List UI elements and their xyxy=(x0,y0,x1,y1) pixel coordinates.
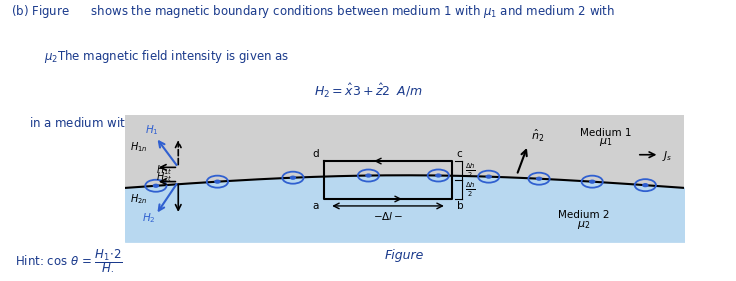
Text: Medium 1: Medium 1 xyxy=(581,128,632,138)
Text: Hint: cos $\theta$ = $\dfrac{H_1{\cdot}2}{H_{\cdot}}$: Hint: cos $\theta$ = $\dfrac{H_1{\cdot}2… xyxy=(15,248,122,273)
Text: $H_{2t}$: $H_{2t}$ xyxy=(156,170,172,184)
Text: (b) Figure      shows the magnetic boundary conditions between medium 1 with $\m: (b) Figure shows the magnetic boundary c… xyxy=(11,3,615,19)
Text: $\mu_1$: $\mu_1$ xyxy=(599,136,613,148)
Circle shape xyxy=(153,184,158,187)
Text: $H_2$: $H_2$ xyxy=(142,211,155,225)
Text: $\mu_2$The magnetic field intensity is given as: $\mu_2$The magnetic field intensity is g… xyxy=(44,48,289,65)
Text: $J_s$: $J_s$ xyxy=(662,149,673,163)
Text: $H_{2n}$: $H_{2n}$ xyxy=(130,192,147,206)
Circle shape xyxy=(366,174,371,177)
Text: $H_{1n}$: $H_{1n}$ xyxy=(130,140,147,154)
Circle shape xyxy=(643,184,648,187)
Text: $H_2 = \hat{x}3 + \hat{z}2 \;\; A/m$: $H_2 = \hat{x}3 + \hat{z}2 \;\; A/m$ xyxy=(314,82,422,100)
Text: $H_1$: $H_1$ xyxy=(145,123,158,137)
Text: c: c xyxy=(457,149,462,160)
Text: b: b xyxy=(457,201,464,210)
Circle shape xyxy=(486,175,491,178)
Text: d: d xyxy=(313,149,319,160)
Circle shape xyxy=(215,180,220,183)
Text: $\frac{\Delta h}{2}$: $\frac{\Delta h}{2}$ xyxy=(465,161,476,180)
Circle shape xyxy=(590,180,595,183)
Circle shape xyxy=(436,174,441,177)
Text: Figure: Figure xyxy=(385,249,425,262)
Text: $H_{1t}$: $H_{1t}$ xyxy=(156,163,172,176)
Text: $\frac{\Delta h}{2}$: $\frac{\Delta h}{2}$ xyxy=(465,180,476,199)
Text: $-\Delta l-$: $-\Delta l-$ xyxy=(373,210,403,222)
Text: in a medium with $\mu_{r1}$ = 2 and $\mu_{r2}$ = 8, and $J_s$ = 0. Find the angl: in a medium with $\mu_{r1}$ = 2 and $\mu… xyxy=(29,114,543,133)
Circle shape xyxy=(537,177,542,180)
Text: $\mu_2$: $\mu_2$ xyxy=(577,219,590,231)
Circle shape xyxy=(291,176,295,179)
Text: Medium 2: Medium 2 xyxy=(558,210,609,220)
Text: a: a xyxy=(313,201,319,210)
Text: $\hat{n}_2$: $\hat{n}_2$ xyxy=(531,128,544,144)
